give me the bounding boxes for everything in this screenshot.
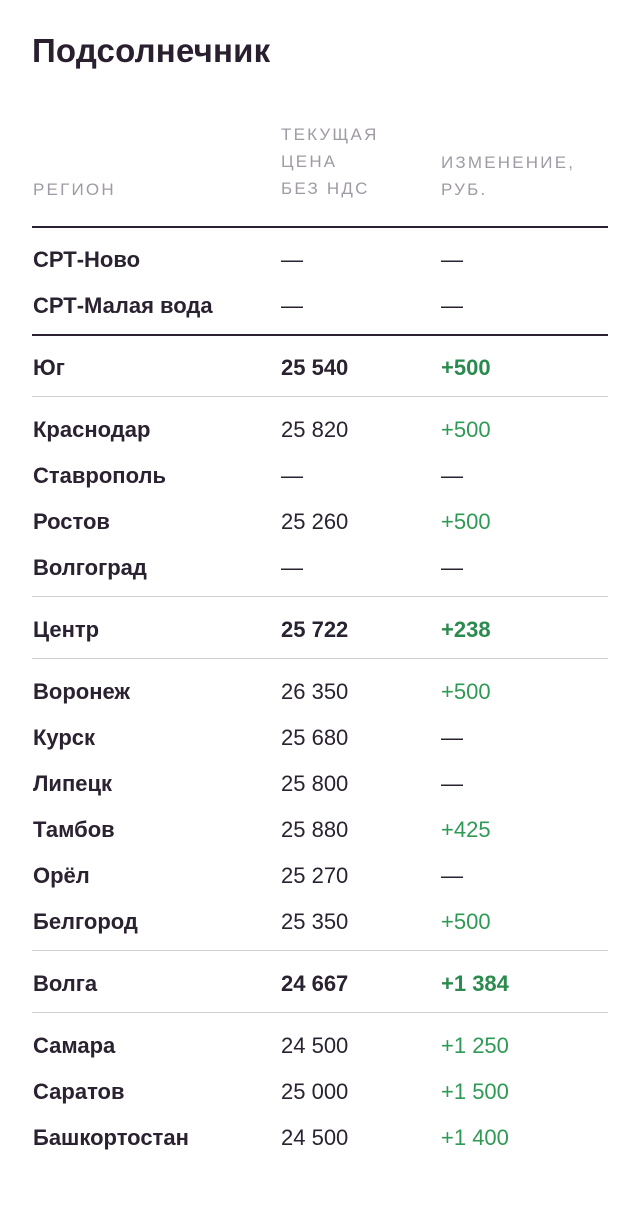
table-row-total: Юг 25 540 +500 [0, 353, 640, 383]
change-cell: +1 500 [441, 1079, 509, 1104]
region-cell: Курск [33, 725, 96, 750]
table-row: Саратов 25 000 +1 500 [0, 1077, 640, 1107]
table-row: Орёл 25 270 — [0, 861, 640, 891]
region-cell: Саратов [33, 1079, 125, 1104]
region-cell: Башкортостан [33, 1125, 189, 1150]
group-divider [32, 396, 608, 397]
table-row: Краснодар 25 820 +500 [0, 415, 640, 445]
change-cell: +500 [441, 355, 491, 380]
region-cell: Волгоград [33, 555, 147, 580]
price-cell: 25 820 [281, 417, 349, 442]
change-cell: — [441, 771, 463, 796]
table-row: Ставрополь — — [0, 461, 640, 491]
table-row: Волгоград — — [0, 553, 640, 583]
table-row: Самара 24 500 +1 250 [0, 1031, 640, 1061]
change-cell: +425 [441, 817, 491, 842]
table-row-total: Центр 25 722 +238 [0, 615, 640, 645]
group-divider [32, 950, 608, 951]
region-cell: Юг [33, 355, 65, 380]
region-cell: Самара [33, 1033, 116, 1058]
change-cell: +1 384 [441, 971, 509, 996]
price-cell: — [281, 463, 303, 488]
column-header-price: ТЕКУЩАЯ ЦЕНА БЕЗ НДС [281, 121, 431, 202]
price-cell: 25 260 [281, 509, 349, 534]
page-title: Подсолнечник [32, 32, 271, 69]
table-row: Воронеж 26 350 +500 [0, 677, 640, 707]
region-cell: Центр [33, 617, 100, 642]
region-cell: Воронеж [33, 679, 131, 704]
region-cell: Орёл [33, 863, 90, 888]
change-cell: — [441, 463, 463, 488]
region-cell: Волга [33, 971, 98, 996]
change-cell: — [441, 293, 463, 318]
table-row: Курск 25 680 — [0, 723, 640, 753]
region-cell: Ставрополь [33, 463, 166, 488]
price-cell: 25 680 [281, 725, 349, 750]
price-cell: 24 667 [281, 971, 349, 996]
change-cell: +500 [441, 909, 491, 934]
region-cell: СРТ-Малая вода [33, 293, 213, 318]
column-header-change: ИЗМЕНЕНИЕ, РУБ. [441, 149, 611, 203]
table-row: Башкортостан 24 500 +1 400 [0, 1123, 640, 1153]
table-row: Липецк 25 800 — [0, 769, 640, 799]
group-divider [32, 596, 608, 597]
price-cell: 25 000 [281, 1079, 349, 1104]
price-cell: 24 500 [281, 1125, 349, 1150]
column-header-region: РЕГИОН [33, 180, 116, 199]
region-cell: Краснодар [33, 417, 151, 442]
change-cell: +238 [441, 617, 491, 642]
change-cell: +500 [441, 509, 491, 534]
change-cell: — [441, 725, 463, 750]
price-cell: 25 540 [281, 355, 349, 380]
group-divider [32, 334, 608, 336]
column-header-price-line: ЦЕНА [281, 152, 338, 171]
price-cell: — [281, 555, 303, 580]
price-cell: 26 350 [281, 679, 349, 704]
column-header-price-line: ТЕКУЩАЯ [281, 125, 379, 144]
price-cell: 25 722 [281, 617, 349, 642]
price-cell: — [281, 247, 303, 272]
group-divider [32, 1012, 608, 1013]
table-row: СРТ-Ново — — [0, 245, 640, 275]
region-cell: Ростов [33, 509, 110, 534]
group-divider [32, 658, 608, 659]
region-cell: Липецк [33, 771, 113, 796]
price-cell: 25 800 [281, 771, 349, 796]
column-header-change-line: ИЗМЕНЕНИЕ, [441, 153, 576, 172]
table-row-total: Волга 24 667 +1 384 [0, 969, 640, 999]
price-cell: 24 500 [281, 1033, 349, 1058]
price-cell: — [281, 293, 303, 318]
price-cell: 25 350 [281, 909, 349, 934]
region-cell: Белгород [33, 909, 138, 934]
change-cell: — [441, 555, 463, 580]
change-cell: +500 [441, 679, 491, 704]
change-cell: +500 [441, 417, 491, 442]
table-row: Белгород 25 350 +500 [0, 907, 640, 937]
region-cell: Тамбов [33, 817, 115, 842]
price-cell: 25 270 [281, 863, 349, 888]
table-row: Тамбов 25 880 +425 [0, 815, 640, 845]
change-cell: — [441, 863, 463, 888]
column-header-change-line: РУБ. [441, 180, 488, 199]
column-header-price-line: БЕЗ НДС [281, 179, 370, 198]
change-cell: +1 250 [441, 1033, 509, 1058]
change-cell: — [441, 247, 463, 272]
header-divider [32, 226, 608, 228]
change-cell: +1 400 [441, 1125, 509, 1150]
table-row: Ростов 25 260 +500 [0, 507, 640, 537]
region-cell: СРТ-Ново [33, 247, 141, 272]
table-row: СРТ-Малая вода — — [0, 291, 640, 321]
price-cell: 25 880 [281, 817, 349, 842]
